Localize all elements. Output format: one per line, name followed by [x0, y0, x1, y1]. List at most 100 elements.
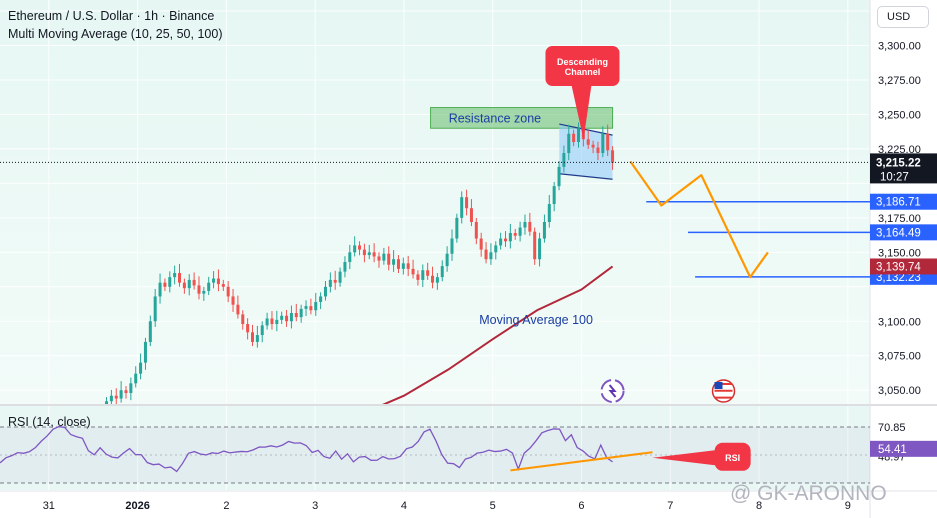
candle-body	[197, 285, 201, 294]
y-tick-label: 3,225.00	[878, 144, 921, 156]
candle-body	[572, 133, 576, 143]
candle-body	[576, 128, 581, 143]
candle-body	[207, 282, 211, 291]
candle-body	[294, 312, 298, 318]
x-tick-label: 5	[490, 500, 496, 512]
candle-body	[299, 308, 303, 318]
candle-body	[494, 245, 498, 253]
candle-body	[319, 296, 323, 302]
rsi-callout-bubble	[714, 442, 751, 471]
currency-button[interactable]: USD	[877, 6, 929, 28]
candle-body	[109, 395, 113, 402]
candle-body	[392, 259, 396, 265]
candle-body	[338, 271, 342, 283]
candle-body	[440, 266, 444, 278]
candle-body	[377, 256, 381, 261]
candle-body	[202, 290, 206, 294]
candle-body	[255, 335, 259, 342]
candle-body	[333, 279, 337, 283]
candle-body	[552, 186, 556, 205]
candle-body	[431, 275, 435, 283]
candle-body	[212, 278, 216, 283]
y-tick-label: 3,100.00	[878, 316, 921, 328]
candle-body	[499, 238, 503, 246]
candle-body	[591, 144, 595, 148]
candle-body	[314, 301, 318, 311]
candle-body	[596, 147, 600, 154]
candle-body	[611, 150, 615, 163]
candle-body	[567, 133, 571, 154]
candle-body	[601, 133, 605, 154]
callout-bubble	[545, 46, 620, 86]
candle-body	[460, 197, 464, 218]
symbol-title[interactable]: Ethereum / U.S. Dollar · 1h · Binance	[8, 9, 215, 23]
candle-body	[484, 249, 488, 260]
resistance-zone	[430, 107, 614, 129]
x-tick-label: 2026	[125, 500, 149, 512]
candle-body	[124, 390, 128, 393]
x-tick-label: 31	[43, 500, 55, 512]
rsi-callout-text: RSI	[725, 453, 740, 463]
candle-body	[401, 263, 405, 269]
y-tick-label: 3,175.00	[878, 213, 921, 225]
candle-body	[382, 253, 386, 261]
candle-body	[343, 261, 347, 272]
candle-body	[469, 208, 473, 222]
ma100-badge	[870, 258, 937, 275]
candle-body	[557, 166, 561, 187]
indicator-legend[interactable]: Multi Moving Average (10, 25, 50, 100)	[8, 27, 223, 41]
candle-body	[533, 231, 537, 260]
candle-body	[367, 252, 371, 256]
us-flag-icon	[711, 379, 736, 403]
candle-body	[192, 279, 196, 286]
candle-body	[435, 277, 439, 283]
y-tick-label: 3,300.00	[878, 41, 921, 53]
candle-body	[445, 253, 449, 267]
candle-body	[139, 362, 143, 374]
candle-body	[285, 315, 289, 322]
candle-body	[173, 273, 177, 278]
price-level-badge-text: 3,186.71	[876, 197, 921, 209]
candle-body	[489, 252, 493, 260]
y-tick-label: 3,250.00	[878, 109, 921, 121]
rsi-callout: RSI	[652, 442, 751, 471]
candle-body	[280, 315, 284, 320]
x-tick-label: 9	[845, 500, 851, 512]
candle-body	[513, 233, 517, 236]
projection-path	[629, 160, 769, 279]
candle-body	[455, 217, 459, 239]
y-tick-label: 3,075.00	[878, 351, 921, 363]
candle-body	[226, 286, 230, 297]
rsi-callout-pointer	[652, 449, 720, 466]
candle-body	[289, 312, 293, 322]
x-tick-label: 8	[756, 500, 762, 512]
candle-body	[231, 296, 235, 305]
candle-body	[406, 263, 410, 269]
candle-body	[221, 284, 225, 287]
flag-canton	[714, 382, 723, 389]
channel-lower-line	[559, 173, 613, 180]
callout-pointer	[571, 85, 592, 140]
candle-body	[236, 304, 240, 315]
ma100-label: Moving Average 100	[479, 313, 593, 327]
candle-body	[304, 306, 308, 309]
lightning-icon	[608, 384, 617, 398]
price-level-badge	[870, 193, 937, 210]
channel-upper-line	[559, 123, 613, 136]
candle-body	[411, 268, 415, 275]
candle-body	[328, 279, 332, 287]
candle-body	[547, 204, 551, 222]
candle-body	[372, 252, 376, 257]
ma100-badge-text: 3,139.74	[876, 261, 921, 273]
rsi-value-text: 54.41	[878, 444, 907, 456]
candle-body	[562, 153, 566, 167]
main-plot-group: Resistance zone Moving Average 100 Descend…	[105, 46, 870, 404]
candle-body	[416, 274, 420, 280]
candle-body	[421, 270, 425, 280]
candle-body	[143, 341, 147, 363]
candle-body	[586, 139, 590, 145]
candle-body	[358, 245, 362, 250]
candle-body	[323, 286, 327, 297]
candle-body	[216, 278, 220, 285]
